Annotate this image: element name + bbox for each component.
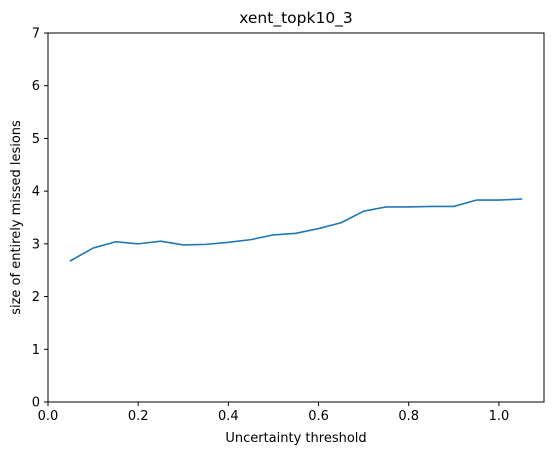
y-tick-label: 1	[32, 343, 40, 358]
x-tick-label: 0.6	[308, 409, 329, 424]
x-tick-label: 0.2	[128, 409, 149, 424]
series-group	[71, 199, 522, 261]
plot-frame	[48, 33, 544, 402]
y-axis-label: size of entirely missed lesions	[9, 120, 24, 315]
chart-title: xent_topk10_3	[239, 9, 353, 28]
x-tick-label: 1.0	[489, 409, 510, 424]
y-tick-label: 7	[32, 27, 40, 42]
x-axis-ticks: 0.0 0.2 0.4 0.6 0.8 1.0	[38, 402, 510, 424]
series-line	[71, 199, 522, 261]
y-tick-label: 6	[32, 79, 40, 94]
x-tick-label: 0.0	[38, 409, 59, 424]
x-axis-label: Uncertainty threshold	[225, 431, 366, 446]
y-tick-label: 4	[32, 185, 40, 200]
y-tick-label: 3	[32, 237, 40, 252]
y-tick-label: 5	[32, 132, 40, 147]
x-tick-label: 0.4	[218, 409, 239, 424]
x-tick-label: 0.8	[398, 409, 419, 424]
y-tick-label: 2	[32, 290, 40, 305]
